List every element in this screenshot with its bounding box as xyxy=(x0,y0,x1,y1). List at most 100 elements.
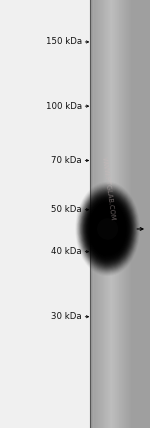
Ellipse shape xyxy=(92,205,124,253)
Bar xyxy=(112,0,150,428)
Bar xyxy=(124,0,150,428)
Ellipse shape xyxy=(102,220,114,238)
Ellipse shape xyxy=(80,189,135,269)
Text: 100 kDa: 100 kDa xyxy=(46,101,82,111)
Bar xyxy=(119,0,150,428)
Bar xyxy=(121,0,150,428)
Bar xyxy=(130,0,150,428)
Bar xyxy=(91,0,133,428)
Ellipse shape xyxy=(98,214,118,244)
Ellipse shape xyxy=(97,214,118,244)
Bar xyxy=(98,0,140,428)
Ellipse shape xyxy=(104,223,111,235)
Bar xyxy=(128,0,150,428)
Bar xyxy=(126,0,150,428)
Ellipse shape xyxy=(95,211,120,247)
Bar xyxy=(129,0,150,428)
Ellipse shape xyxy=(86,198,129,260)
Bar xyxy=(93,0,135,428)
Ellipse shape xyxy=(100,218,115,240)
Bar xyxy=(122,0,150,428)
Ellipse shape xyxy=(83,193,132,265)
Bar xyxy=(110,0,150,428)
Ellipse shape xyxy=(85,196,131,262)
Ellipse shape xyxy=(89,202,126,256)
Bar xyxy=(103,0,145,428)
Bar xyxy=(114,0,150,428)
Ellipse shape xyxy=(102,221,113,237)
Ellipse shape xyxy=(85,196,130,262)
Text: 70 kDa: 70 kDa xyxy=(51,156,82,165)
Ellipse shape xyxy=(93,208,122,250)
Ellipse shape xyxy=(88,200,128,258)
Ellipse shape xyxy=(77,184,138,274)
Bar xyxy=(93,0,135,428)
Bar xyxy=(125,0,150,428)
Bar xyxy=(117,0,150,428)
Ellipse shape xyxy=(101,219,114,239)
Ellipse shape xyxy=(99,217,116,241)
Ellipse shape xyxy=(90,203,125,255)
Ellipse shape xyxy=(92,207,123,251)
Bar xyxy=(114,0,150,428)
Text: WWW.PTGLAB.COM: WWW.PTGLAB.COM xyxy=(100,156,116,221)
Bar xyxy=(110,0,150,428)
Bar xyxy=(111,0,150,428)
Bar xyxy=(117,0,150,428)
Bar xyxy=(98,0,140,428)
Bar xyxy=(96,0,138,428)
Bar xyxy=(115,0,150,428)
Ellipse shape xyxy=(78,185,138,273)
Bar xyxy=(113,0,150,428)
Ellipse shape xyxy=(76,183,139,275)
Ellipse shape xyxy=(103,223,112,235)
Bar xyxy=(103,0,145,428)
Ellipse shape xyxy=(88,201,127,257)
Ellipse shape xyxy=(94,209,122,249)
Bar xyxy=(108,0,150,428)
Bar xyxy=(119,0,150,428)
Bar xyxy=(131,0,150,428)
Bar xyxy=(129,0,150,428)
Bar xyxy=(105,0,147,428)
Bar xyxy=(99,0,141,428)
Bar xyxy=(105,0,147,428)
Bar xyxy=(106,0,148,428)
Bar xyxy=(109,0,150,428)
Bar xyxy=(126,0,150,428)
Ellipse shape xyxy=(105,225,111,233)
Bar xyxy=(124,0,150,428)
Text: 150 kDa: 150 kDa xyxy=(46,37,82,47)
Bar xyxy=(101,0,143,428)
Bar xyxy=(116,0,150,428)
Bar xyxy=(97,0,139,428)
Bar xyxy=(112,0,150,428)
Bar xyxy=(108,0,150,428)
Bar xyxy=(107,0,149,428)
Ellipse shape xyxy=(91,205,124,253)
Bar xyxy=(131,0,150,428)
Bar xyxy=(91,0,133,428)
Bar xyxy=(94,0,136,428)
Ellipse shape xyxy=(84,194,132,264)
Bar xyxy=(102,0,144,428)
Bar xyxy=(123,0,150,428)
Ellipse shape xyxy=(105,226,110,232)
Ellipse shape xyxy=(79,187,136,270)
Ellipse shape xyxy=(95,210,121,248)
Ellipse shape xyxy=(96,212,119,246)
Ellipse shape xyxy=(81,190,135,268)
Bar xyxy=(118,0,150,428)
Ellipse shape xyxy=(97,218,118,240)
Text: 30 kDa: 30 kDa xyxy=(51,312,82,321)
Bar xyxy=(96,0,138,428)
Bar xyxy=(90,0,132,428)
Ellipse shape xyxy=(81,191,134,267)
Bar xyxy=(92,0,134,428)
Text: 50 kDa: 50 kDa xyxy=(51,205,82,214)
Bar xyxy=(100,0,142,428)
Bar xyxy=(127,0,150,428)
Bar xyxy=(122,0,150,428)
Bar xyxy=(100,0,142,428)
Text: 40 kDa: 40 kDa xyxy=(51,247,82,256)
